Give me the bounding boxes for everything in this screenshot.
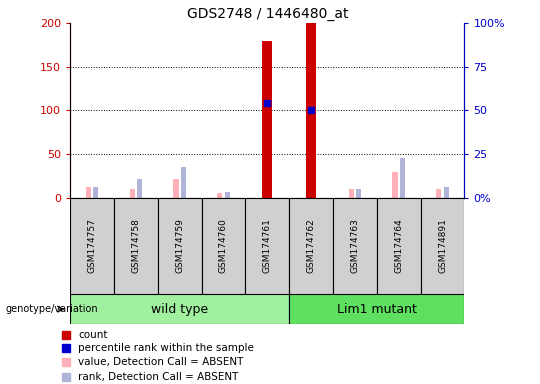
Text: rank, Detection Call = ABSENT: rank, Detection Call = ABSENT xyxy=(78,372,239,382)
Bar xyxy=(70,294,289,324)
Bar xyxy=(70,198,114,294)
Text: GSM174764: GSM174764 xyxy=(394,218,403,273)
Bar xyxy=(173,179,179,198)
Bar xyxy=(158,198,201,294)
Text: GSM174891: GSM174891 xyxy=(438,218,447,273)
Text: GSM174758: GSM174758 xyxy=(131,218,140,273)
Bar xyxy=(137,179,142,198)
Text: GSM174759: GSM174759 xyxy=(175,218,184,273)
Bar xyxy=(436,189,441,198)
Text: Lim1 mutant: Lim1 mutant xyxy=(337,303,417,316)
Bar xyxy=(421,198,464,294)
Bar xyxy=(217,194,222,198)
Bar xyxy=(333,198,377,294)
Text: percentile rank within the sample: percentile rank within the sample xyxy=(78,343,254,353)
Text: GSM174757: GSM174757 xyxy=(87,218,97,273)
Text: count: count xyxy=(78,330,108,340)
Bar xyxy=(201,198,245,294)
Bar xyxy=(225,192,230,198)
Bar xyxy=(443,187,449,198)
Text: GSM174763: GSM174763 xyxy=(350,218,360,273)
Bar xyxy=(377,198,421,294)
Bar xyxy=(181,167,186,198)
Text: GSM174762: GSM174762 xyxy=(307,218,315,273)
Bar xyxy=(86,187,91,198)
Bar xyxy=(114,198,158,294)
Bar xyxy=(130,189,135,198)
Bar xyxy=(262,41,272,198)
Bar xyxy=(356,189,361,198)
Text: value, Detection Call = ABSENT: value, Detection Call = ABSENT xyxy=(78,357,244,367)
Text: wild type: wild type xyxy=(151,303,208,316)
Bar xyxy=(289,198,333,294)
Text: genotype/variation: genotype/variation xyxy=(5,304,98,314)
Title: GDS2748 / 1446480_at: GDS2748 / 1446480_at xyxy=(186,7,348,21)
Bar xyxy=(393,172,397,198)
Bar xyxy=(306,23,316,198)
Bar xyxy=(93,187,98,198)
Text: GSM174760: GSM174760 xyxy=(219,218,228,273)
Text: GSM174761: GSM174761 xyxy=(263,218,272,273)
Bar xyxy=(245,198,289,294)
Bar xyxy=(289,294,464,324)
Bar xyxy=(400,159,405,198)
Bar xyxy=(349,189,354,198)
